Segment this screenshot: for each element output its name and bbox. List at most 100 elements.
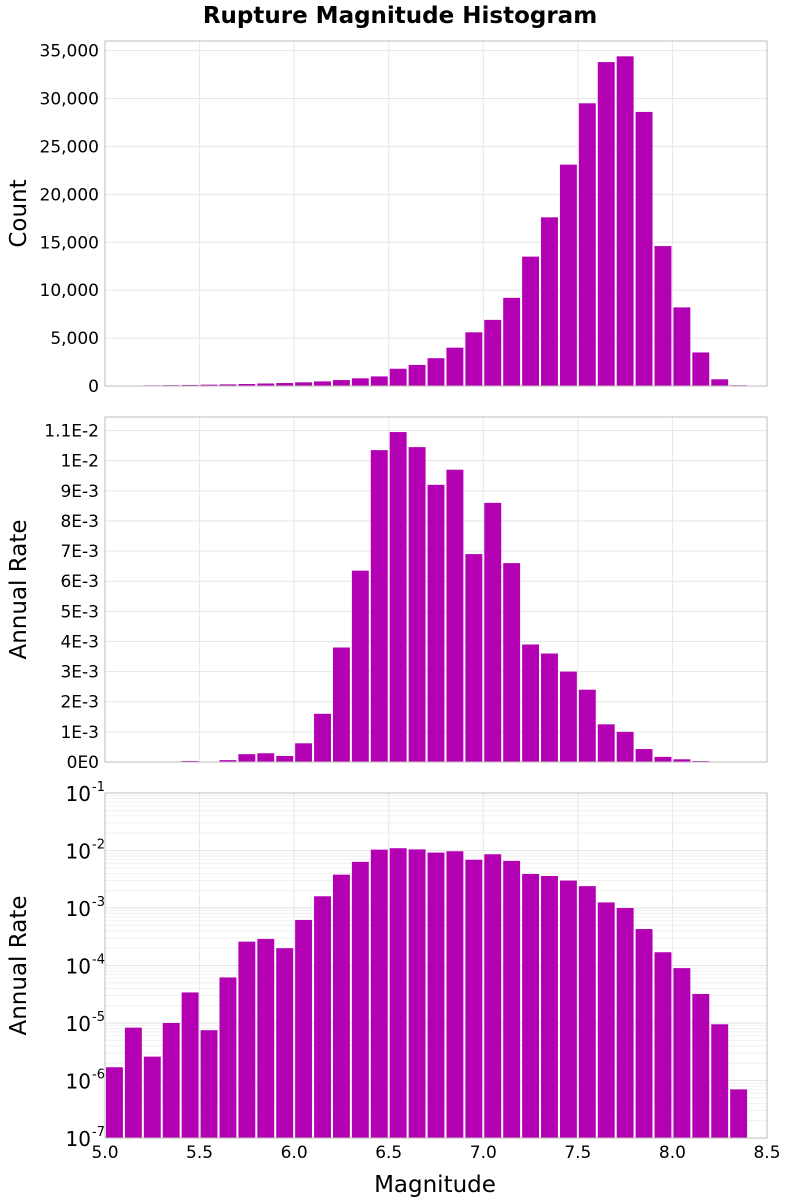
- histogram-bar: [578, 103, 596, 387]
- histogram-bar: [465, 554, 483, 762]
- histogram-bar: [484, 854, 502, 1138]
- histogram-bar: [351, 861, 369, 1138]
- histogram-bar: [692, 352, 710, 386]
- histogram-bar: [541, 217, 558, 386]
- histogram-bar: [597, 902, 615, 1138]
- histogram-bar: [257, 753, 275, 762]
- histogram-bar: [370, 849, 388, 1138]
- histogram-bar: [408, 849, 426, 1138]
- y-tick-label: 8E-3: [60, 512, 99, 532]
- histogram-bar: [332, 647, 350, 762]
- y-tick-label: 10,000: [40, 281, 99, 301]
- histogram-bar: [730, 1089, 748, 1138]
- y-tick-label: 25,000: [40, 137, 99, 157]
- histogram-bar: [654, 756, 672, 762]
- histogram-bar: [427, 852, 445, 1138]
- histogram-bar: [559, 671, 577, 762]
- histogram-bar: [124, 1027, 142, 1138]
- histogram-bar: [295, 743, 313, 762]
- y-tick-label: 7E-3: [60, 542, 99, 562]
- histogram-bar: [314, 381, 331, 386]
- y-tick-label: 6E-3: [60, 572, 99, 592]
- histogram-bar: [238, 754, 256, 762]
- histogram-bar: [692, 993, 710, 1138]
- y-tick-label: 5E-3: [60, 602, 99, 622]
- y-tick-label: 10: [66, 782, 91, 806]
- y-tick-exponent: -1: [92, 780, 105, 795]
- y-tick-label: 4E-3: [60, 632, 99, 652]
- histogram-bar: [389, 432, 407, 762]
- histogram-bar: [295, 382, 313, 386]
- histogram-bar: [181, 760, 199, 762]
- histogram-bar: [106, 1067, 123, 1138]
- x-tick-label: 5.0: [91, 1143, 118, 1163]
- histogram-bar: [673, 307, 691, 386]
- histogram-bar: [465, 332, 483, 386]
- histogram-bar: [162, 1023, 180, 1138]
- histogram-bar: [559, 880, 577, 1138]
- histogram-bar: [427, 358, 445, 386]
- y-axis-label: Count: [6, 179, 32, 247]
- plot-frame: [104, 792, 768, 1139]
- y-tick-label: 20,000: [40, 185, 99, 205]
- y-tick-label: 10: [66, 840, 91, 864]
- x-tick-label: 6.5: [375, 1143, 402, 1163]
- histogram-bar: [276, 383, 294, 386]
- histogram-bar: [314, 896, 331, 1138]
- histogram-bar: [219, 760, 237, 762]
- y-axis-label: Annual Rate: [6, 520, 32, 660]
- y-tick-label: 0: [88, 377, 99, 397]
- histogram-bar: [503, 297, 521, 386]
- y-tick-label: 15,000: [40, 233, 99, 253]
- histogram-bar: [541, 653, 558, 762]
- histogram-bar: [351, 570, 369, 762]
- histogram-bar: [314, 713, 331, 762]
- histogram-bar: [484, 319, 502, 386]
- histogram-bar: [559, 164, 577, 386]
- histogram-bar: [389, 368, 407, 386]
- histogram-bar: [219, 384, 237, 386]
- y-tick-exponent: -6: [92, 1068, 105, 1083]
- histogram-bar: [370, 376, 388, 386]
- histogram-bar: [370, 450, 388, 762]
- histogram-bar: [389, 848, 407, 1138]
- histogram-bar: [673, 968, 691, 1138]
- y-tick-label: 10: [66, 1012, 91, 1036]
- histogram-bar: [616, 731, 634, 762]
- histogram-bar: [541, 876, 558, 1138]
- y-tick-label: 9E-3: [60, 482, 99, 502]
- histogram-bar: [654, 246, 672, 386]
- histogram-bar: [503, 860, 521, 1138]
- histogram-bar: [484, 502, 502, 762]
- histogram-bar: [408, 364, 426, 386]
- histogram-bar: [654, 952, 672, 1138]
- plot-frame: [104, 40, 768, 387]
- histogram-bar: [522, 256, 540, 386]
- panel-1: 0 5,000 10,000 15,000 20,000 25,000 30,000 35,0…: [6, 40, 768, 397]
- chart-title: Rupture Magnitude Histogram: [203, 3, 597, 29]
- histogram-bar: [522, 874, 540, 1138]
- histogram-bar: [635, 749, 653, 762]
- histogram-bar: [503, 563, 521, 762]
- histogram-bar: [446, 469, 464, 762]
- y-tick-label: 10: [66, 1070, 91, 1094]
- histogram-bar: [238, 383, 256, 386]
- histogram-bar: [200, 384, 218, 386]
- histogram-bar: [522, 644, 540, 762]
- y-tick-label: 3E-3: [60, 663, 99, 683]
- histogram-bar: [616, 908, 634, 1138]
- y-tick-label: 35,000: [40, 42, 99, 62]
- x-tick-label: 8.5: [753, 1143, 780, 1163]
- panel-2: 0E0 1E-3 2E-3 3E-3 4E-3 5E-3 6E-3 7E-3 8E-3 9E-3 1…: [6, 416, 768, 773]
- histogram-bar: [711, 379, 729, 386]
- histogram-bar: [257, 938, 275, 1138]
- histogram-bar: [351, 378, 369, 386]
- histogram-bar: [578, 689, 596, 762]
- y-axis-label: Annual Rate: [6, 896, 32, 1036]
- x-tick-label: 7.5: [564, 1143, 591, 1163]
- histogram-bar: [711, 1024, 729, 1138]
- histogram-bar: [408, 447, 426, 762]
- x-tick-label: 5.5: [186, 1143, 213, 1163]
